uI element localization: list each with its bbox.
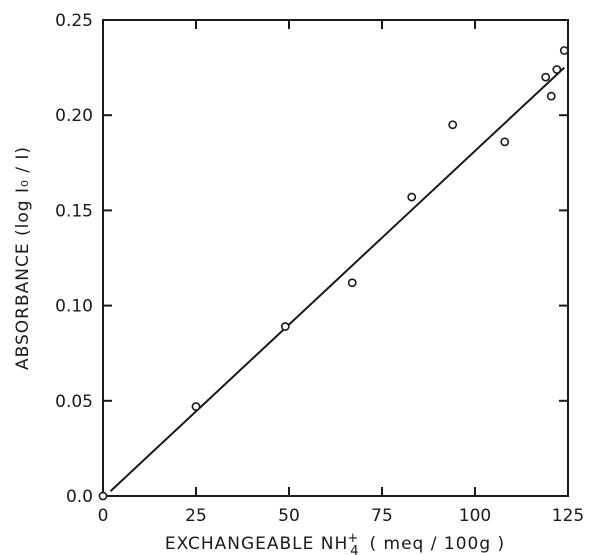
data-point bbox=[191, 402, 201, 411]
x-axis-label-superscript: + bbox=[347, 531, 359, 546]
data-point bbox=[552, 65, 562, 74]
data-point bbox=[559, 46, 569, 55]
y-tick-label: 0.20 bbox=[55, 106, 93, 126]
x-axis-label-main: EXCHANGEABLE NH bbox=[165, 534, 348, 554]
y-tick-label: 0.10 bbox=[55, 297, 93, 317]
x-tick-label: 50 bbox=[278, 506, 300, 526]
x-axis-label: EXCHANGEABLE NH+ 4 ( meq / 100g ) bbox=[165, 531, 505, 555]
data-point bbox=[98, 491, 108, 501]
y-axis-label: ABSORBANCE (log I₀ / I) bbox=[13, 146, 33, 370]
x-axis-label-unit: ( meq / 100g ) bbox=[370, 534, 506, 554]
x-tick-label: 75 bbox=[371, 506, 393, 526]
x-tick-label: 0 bbox=[98, 506, 109, 526]
data-point bbox=[347, 278, 357, 288]
data-point bbox=[448, 120, 458, 130]
y-tick-label: 0.15 bbox=[55, 201, 93, 221]
fit-line-group bbox=[109, 66, 565, 492]
data-point bbox=[407, 192, 417, 202]
data-point bbox=[541, 72, 551, 82]
data-point bbox=[500, 137, 510, 147]
data-point bbox=[546, 91, 556, 101]
x-tick-label: 125 bbox=[552, 506, 584, 526]
y-tick-label: 0.05 bbox=[55, 392, 93, 412]
fit-line bbox=[109, 66, 565, 492]
data-point bbox=[280, 322, 290, 331]
y-tick-label: 0.25 bbox=[55, 11, 93, 31]
data-points bbox=[98, 46, 569, 501]
x-tick-label: 100 bbox=[459, 506, 491, 526]
x-axis-label-subscript: 4 bbox=[350, 544, 359, 555]
y-tick-label: 0.0 bbox=[66, 487, 93, 507]
plot-frame bbox=[102, 19, 569, 497]
x-tick-label: 25 bbox=[185, 506, 207, 526]
ticks: 0 25 50 75 100 125 0.0 0.05 0.10 0.15 0.20 0.25 bbox=[55, 11, 584, 526]
